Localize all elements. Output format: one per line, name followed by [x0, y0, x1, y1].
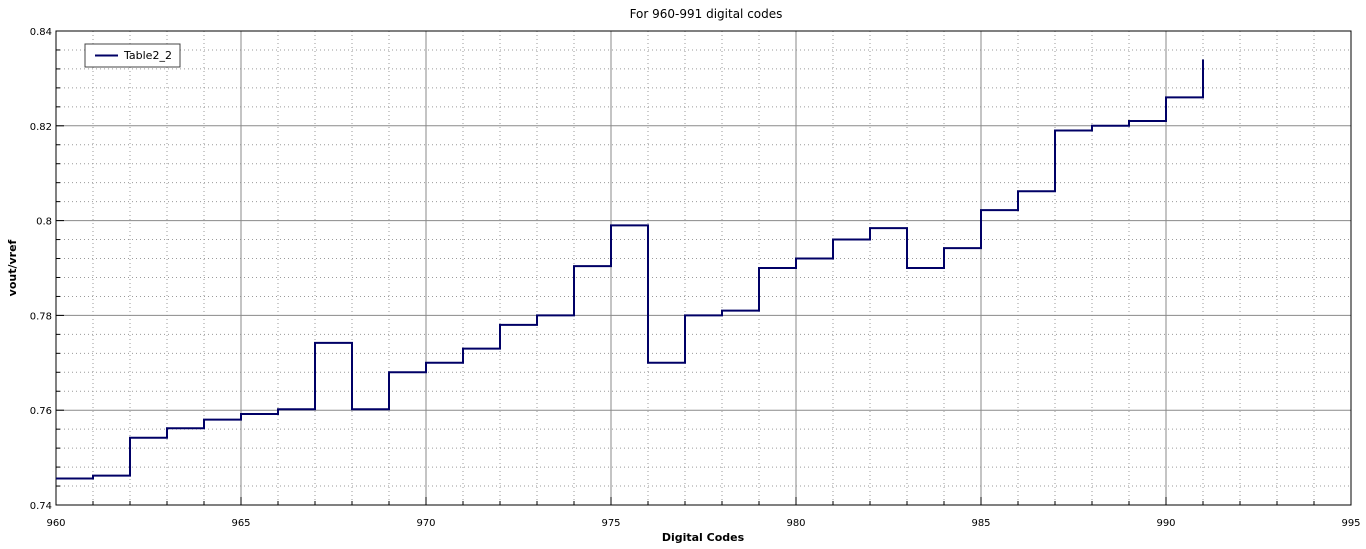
data-point [869, 227, 872, 230]
data-point [203, 418, 206, 421]
data-point [55, 477, 58, 480]
data-point [943, 247, 946, 250]
x-tick-labels: 960 965 970 975 980 985 990 995 [46, 518, 1360, 529]
y-tick-labels: 0.74 0.76 0.78 0.8 0.82 0.84 [30, 27, 52, 512]
axis-ticks [56, 49, 1315, 505]
plot-area [55, 30, 1352, 506]
x-tick-label: 995 [1341, 518, 1360, 529]
y-tick-label: 0.8 [36, 217, 52, 228]
data-point [277, 408, 280, 411]
legend-label: Table2_2 [123, 49, 172, 62]
data-point [536, 314, 539, 317]
series-layer [55, 58, 1205, 480]
data-point [351, 408, 354, 411]
y-tick-label: 0.82 [30, 122, 52, 133]
y-axis-label: vout/vref [6, 239, 19, 296]
data-point [832, 238, 835, 241]
y-tick-label: 0.78 [30, 311, 52, 322]
data-point [129, 436, 132, 439]
x-tick-label: 965 [231, 518, 250, 529]
series-line [56, 59, 1204, 480]
data-point [721, 309, 724, 312]
grid-minor [56, 31, 1351, 505]
data-point [906, 267, 909, 270]
data-point [647, 361, 650, 364]
x-tick-label: 980 [786, 518, 805, 529]
data-point [425, 361, 428, 364]
data-point [573, 265, 576, 268]
y-tick-label: 0.84 [30, 27, 52, 38]
data-point [314, 341, 317, 344]
x-axis-label: Digital Codes [662, 531, 745, 544]
data-point [1017, 190, 1020, 193]
legend-box [84, 43, 181, 68]
data-point [166, 427, 169, 430]
data-point [1165, 96, 1168, 99]
data-point [684, 314, 687, 317]
data-point [240, 412, 243, 415]
x-tick-label: 985 [971, 518, 990, 529]
data-point [1202, 58, 1205, 61]
data-point [610, 224, 613, 227]
x-tick-label: 960 [46, 518, 65, 529]
data-point [499, 323, 502, 326]
legend: Table2_2 [84, 43, 181, 68]
data-point [462, 347, 465, 350]
x-tick-label: 990 [1156, 518, 1175, 529]
y-tick-label: 0.76 [30, 406, 52, 417]
data-point [1091, 124, 1094, 127]
data-point [92, 474, 95, 477]
data-point [795, 257, 798, 260]
data-point [388, 371, 391, 374]
data-point [1054, 129, 1057, 132]
x-tick-label: 975 [601, 518, 620, 529]
x-tick-label: 970 [416, 518, 435, 529]
y-tick-label: 0.74 [30, 501, 52, 512]
data-point [758, 267, 761, 270]
chart-title: For 960-991 digital codes [630, 7, 783, 21]
data-point [1128, 120, 1131, 123]
grid-major [56, 31, 1351, 505]
data-point [980, 209, 983, 212]
